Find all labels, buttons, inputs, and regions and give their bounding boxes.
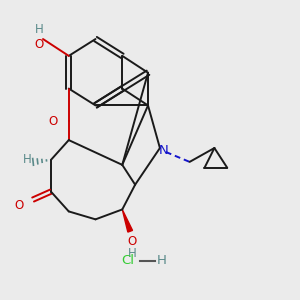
Text: O: O <box>34 38 44 52</box>
Text: O: O <box>48 115 58 128</box>
Text: N: N <box>159 143 169 157</box>
Text: H: H <box>128 247 136 260</box>
Text: H: H <box>23 153 32 167</box>
Polygon shape <box>122 209 133 232</box>
Text: H: H <box>35 22 44 36</box>
Text: Cl: Cl <box>122 254 135 268</box>
Text: H: H <box>157 254 167 268</box>
Text: O: O <box>15 199 24 212</box>
Text: O: O <box>128 235 137 248</box>
